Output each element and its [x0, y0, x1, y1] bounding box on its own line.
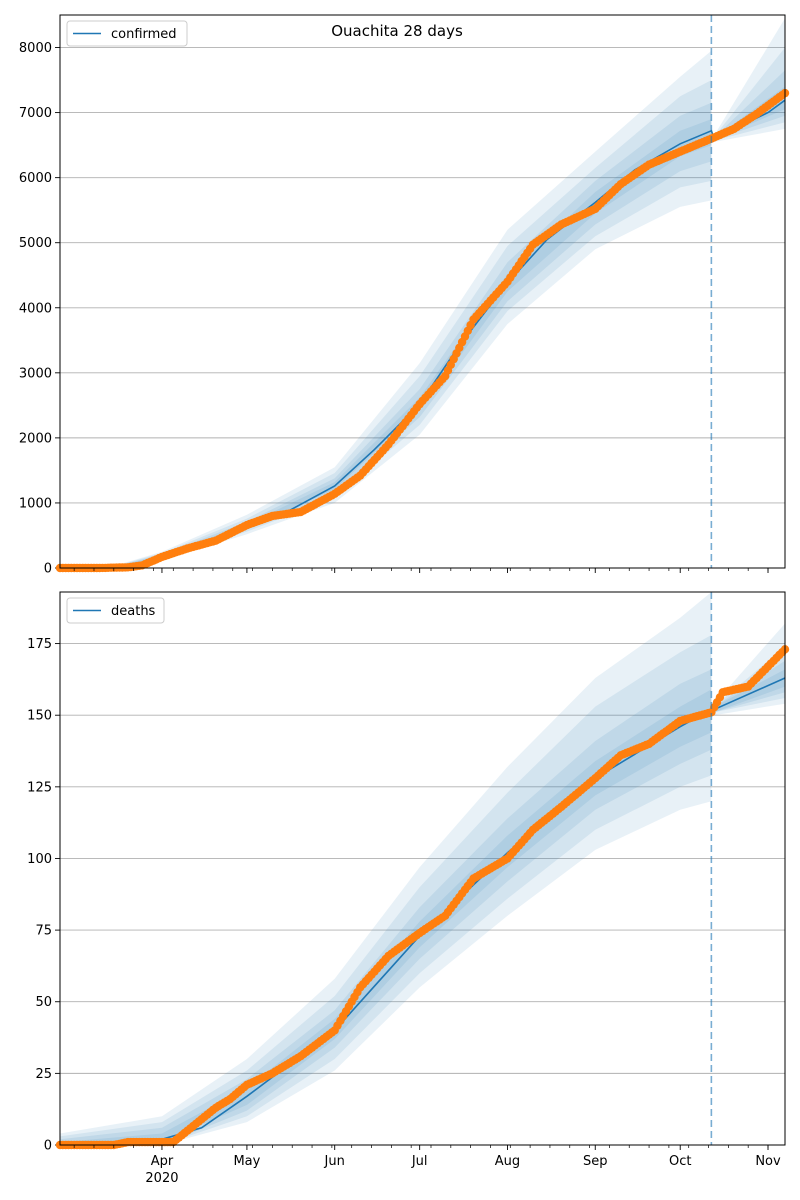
y-tick-label: 75 [35, 924, 52, 939]
plot-frame [59, 14, 786, 569]
x-tick-year-label: 2020 [145, 1171, 178, 1186]
y-tick-label: 4000 [19, 301, 52, 316]
uncertainty-band [60, 635, 712, 1145]
y-tick-label: 0 [44, 562, 52, 577]
x-tick-label: Aug [495, 1154, 520, 1169]
x-tick-label: Apr [151, 1154, 174, 1169]
y-tick-label: 125 [27, 780, 52, 795]
y-tick-label: 5000 [19, 236, 52, 251]
legend-label: confirmed [111, 27, 177, 42]
legend-box [66, 20, 188, 47]
y-tick-label: 0 [44, 1139, 52, 1154]
y-tick-label: 2000 [19, 431, 52, 446]
uncertainty-band [714, 70, 785, 140]
uncertainty-band [60, 102, 712, 569]
uncertainty-band [60, 50, 712, 569]
legend-label: deaths [111, 604, 156, 619]
x-tick-label: Sep [583, 1154, 608, 1169]
y-tick-label: 7000 [19, 106, 52, 121]
y-tick-label: 8000 [19, 41, 52, 56]
uncertainty-band [60, 669, 712, 1145]
y-tick-label: 50 [35, 995, 52, 1010]
legend-box [66, 597, 165, 624]
uncertainty-band [60, 689, 712, 1145]
y-tick-label: 100 [27, 852, 52, 867]
uncertainty-band [60, 80, 712, 568]
uncertainty-band [714, 47, 785, 141]
y-tick-label: 6000 [19, 171, 52, 186]
uncertainty-band [60, 592, 712, 1145]
y-tick-label: 175 [27, 637, 52, 652]
x-tick-label: May [233, 1154, 260, 1169]
y-tick-label: 3000 [19, 366, 52, 381]
deaths-panel: 0 25 50 75 100 125 150 175 Apr 2020 May Jun Jul Aug Se… [27, 591, 790, 1186]
chart-title: Ouachita 28 days [331, 22, 463, 40]
x-tick-label: Jun [324, 1154, 345, 1169]
plot-frame [59, 591, 786, 1146]
y-tick-label: 1000 [19, 496, 52, 511]
x-tick-label: Oct [669, 1154, 691, 1169]
y-tick-label: 150 [27, 709, 52, 724]
x-tick-label: Nov [755, 1154, 781, 1169]
confirmed-panel: 0 1000 2000 3000 4000 5000 6000 7000 8000 confirm… [19, 14, 790, 577]
x-tick-label: Jul [411, 1154, 428, 1169]
y-tick-label: 25 [35, 1067, 52, 1082]
